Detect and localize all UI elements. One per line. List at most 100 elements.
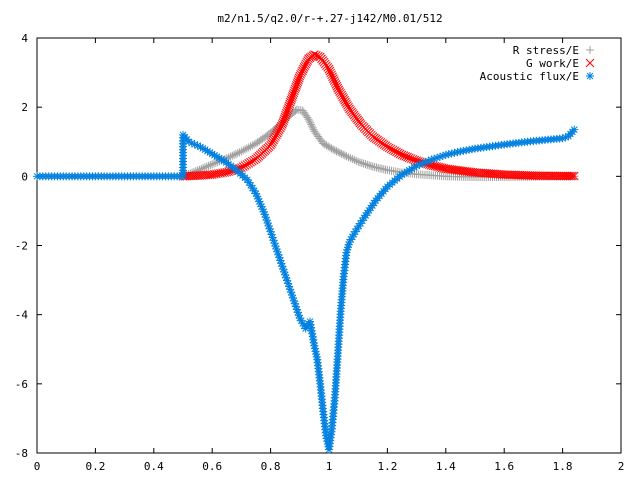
data-point xyxy=(307,120,316,129)
x-tick-label: 0.4 xyxy=(144,460,164,473)
legend-label: R stress/E xyxy=(513,44,579,57)
data-point xyxy=(363,160,372,169)
data-point xyxy=(242,144,251,153)
data-point xyxy=(330,146,339,155)
data-point xyxy=(339,150,348,159)
x-tick-label: 0.2 xyxy=(85,460,105,473)
plot-border xyxy=(36,37,622,454)
y-tick-label: 4 xyxy=(21,32,28,45)
data-point xyxy=(253,192,262,201)
data-point xyxy=(352,156,361,165)
data-point xyxy=(567,171,577,181)
data-point xyxy=(325,143,334,152)
data-point xyxy=(361,160,370,169)
x-tick-label: 1 xyxy=(326,460,333,473)
data-point xyxy=(307,122,316,131)
data-point xyxy=(434,162,443,172)
data-point xyxy=(327,144,336,153)
chart-title: m2/n1.5/q2.0/r-+.27-j142/M0.01/512 xyxy=(217,12,442,25)
data-point xyxy=(366,162,375,171)
data-point xyxy=(235,148,244,157)
data-point xyxy=(329,145,338,154)
data-point xyxy=(570,125,579,134)
data-point xyxy=(365,161,374,170)
x-tick-label: 2 xyxy=(618,460,625,473)
data-point xyxy=(322,141,331,150)
x-tick-label: 1.2 xyxy=(377,460,397,473)
y-tick-label: -6 xyxy=(15,378,28,391)
series-acoustic-flux-e xyxy=(33,125,579,454)
data-point xyxy=(359,159,368,168)
data-point xyxy=(226,152,235,161)
data-point xyxy=(303,113,312,122)
data-point xyxy=(202,162,211,171)
data-point xyxy=(243,175,252,184)
data-point xyxy=(244,143,253,152)
data-point xyxy=(309,125,318,134)
data-point xyxy=(356,158,365,167)
data-point xyxy=(346,154,355,163)
axis-ticks: 0 0.2 0.4 0.6 0.8 1 1.2 1.4 1.6 1.8 2 -8 -6 -4 -2 0 2 4 xyxy=(15,32,625,473)
data-point xyxy=(350,155,359,164)
data-point xyxy=(230,150,239,159)
data-point xyxy=(241,145,250,154)
legend-label: G work/E xyxy=(526,57,579,70)
legend-label: Acoustic flux/E xyxy=(480,70,579,83)
legend-marker xyxy=(585,58,595,68)
data-point xyxy=(334,148,343,157)
data-point xyxy=(239,146,248,155)
data-point xyxy=(237,147,246,156)
data-point xyxy=(332,147,341,156)
x-tick-label: 0.6 xyxy=(202,460,222,473)
x-tick-label: 1.6 xyxy=(494,460,514,473)
data-point xyxy=(438,151,447,160)
data-point xyxy=(435,163,445,172)
data-point xyxy=(324,142,333,151)
data-point xyxy=(246,142,255,151)
data-point xyxy=(211,158,220,167)
data-point xyxy=(569,171,579,181)
data-point xyxy=(248,141,257,150)
data-point xyxy=(304,115,313,124)
y-tick-label: -4 xyxy=(15,309,29,322)
y-tick-label: -2 xyxy=(15,240,28,253)
data-point xyxy=(306,118,315,127)
data-point xyxy=(281,270,290,279)
data-point xyxy=(250,140,259,149)
series-g-work-e xyxy=(178,50,579,181)
data-point xyxy=(319,139,328,148)
data-point xyxy=(233,149,242,158)
data-point xyxy=(208,160,217,169)
legend-marker xyxy=(586,72,594,80)
data-point xyxy=(432,162,442,171)
data-point xyxy=(335,148,344,157)
data-point xyxy=(357,159,366,168)
y-tick-label: 0 xyxy=(21,170,28,183)
data-point xyxy=(346,235,355,244)
y-tick-label: 2 xyxy=(21,101,28,114)
legend-marker xyxy=(586,46,594,54)
data-point xyxy=(231,150,240,159)
data-point xyxy=(342,152,351,161)
data-point xyxy=(340,151,349,160)
x-tick-label: 1.4 xyxy=(436,460,456,473)
data-point xyxy=(320,140,329,149)
data-point xyxy=(348,155,357,164)
data-point xyxy=(199,164,208,173)
data-point xyxy=(437,163,447,173)
plot-frame xyxy=(36,37,622,454)
data-point xyxy=(305,117,314,125)
data-point xyxy=(354,157,363,166)
x-tick-label: 0 xyxy=(34,460,41,473)
data-point xyxy=(204,161,213,170)
data-point xyxy=(344,153,353,162)
x-tick-label: 1.8 xyxy=(553,460,573,473)
data-point xyxy=(459,146,468,155)
data-point xyxy=(200,163,209,172)
series-layer xyxy=(33,50,579,454)
y-tick-label: -8 xyxy=(15,447,28,460)
data-point xyxy=(210,159,219,168)
data-point xyxy=(308,123,317,132)
